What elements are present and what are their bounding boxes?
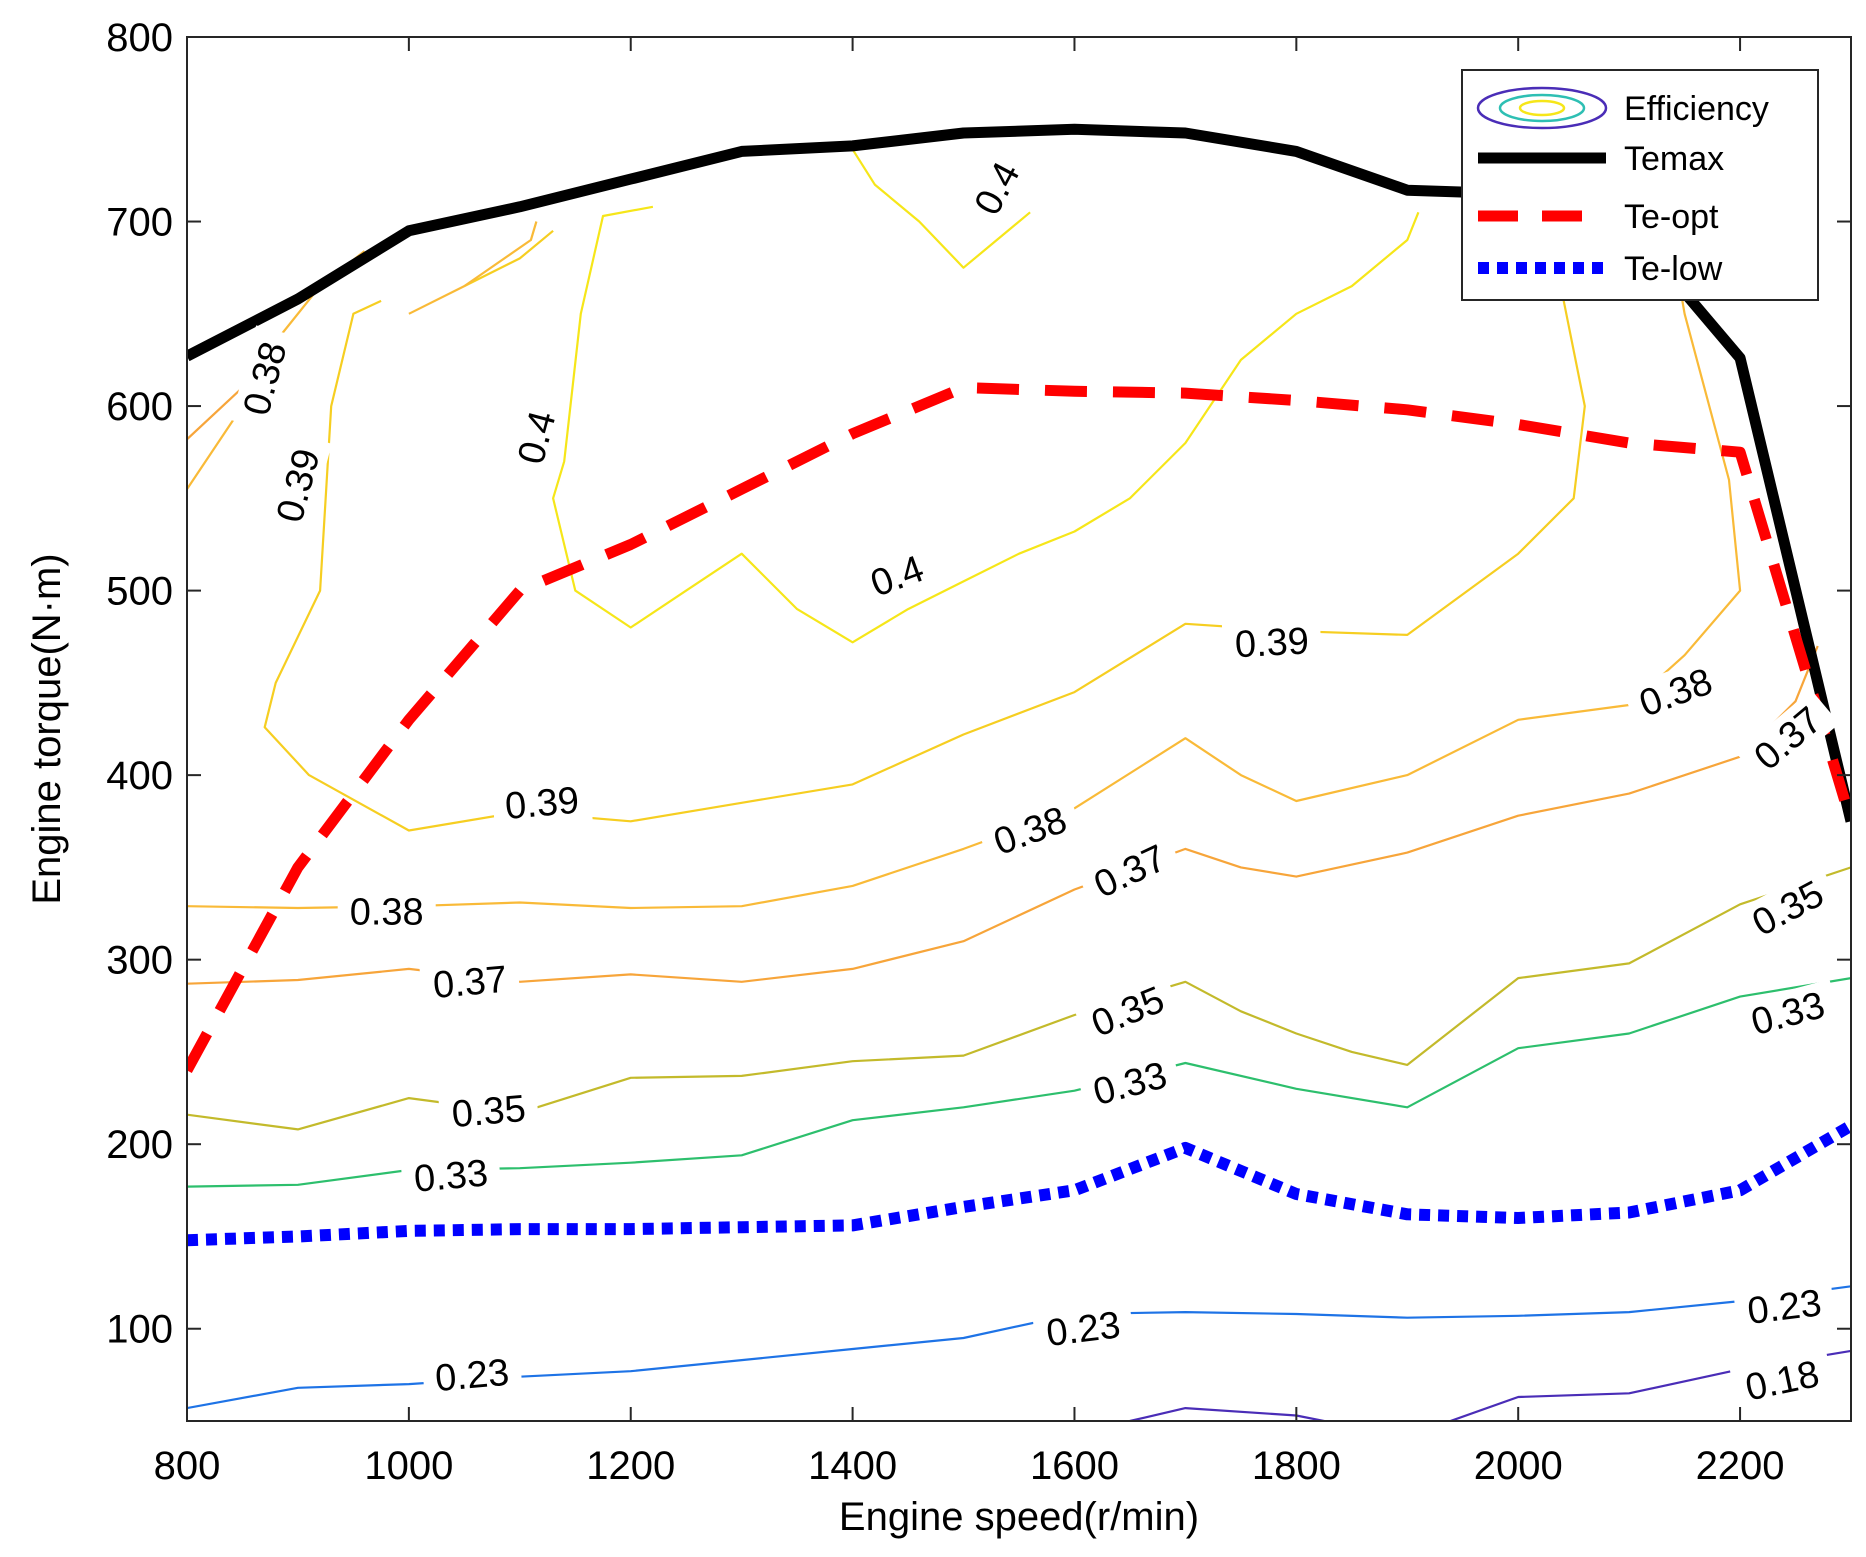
- contour-label-bg: [337, 889, 436, 934]
- contour-label-text: 0.23: [434, 1352, 511, 1400]
- contour-line-0.4: [849, 145, 1031, 269]
- axis-ticks: 800 1000 1200 1400 1600 1800 2000 2200 100 200 300…: [106, 16, 1851, 1488]
- contour-label-bg: [959, 143, 1035, 233]
- legend-teopt-label: Te-opt: [1624, 198, 1719, 236]
- contour-label-0.4: 0.4: [505, 394, 568, 481]
- contour-label-text: 0.38: [350, 892, 424, 934]
- y-tick-label: 300: [106, 939, 173, 983]
- contour-label-bg: [853, 541, 941, 610]
- x-tick-label: 1000: [364, 1444, 453, 1488]
- contour-label-bg: [1074, 972, 1182, 1051]
- contour-label-0.23: 0.23: [1733, 1278, 1836, 1335]
- x-tick-label: 1600: [1030, 1444, 1119, 1488]
- contour-label-bg: [1031, 1300, 1135, 1357]
- contour-label-0.23: 0.23: [421, 1348, 523, 1402]
- contour-label-0.37: 0.37: [419, 955, 521, 1008]
- contour-line-0.4: [551, 205, 1420, 644]
- y-tick-label: 100: [106, 1308, 173, 1352]
- contour-label-bg: [1729, 1348, 1835, 1413]
- y-tick-label: 500: [106, 570, 173, 614]
- te-low-line: [187, 1120, 1851, 1247]
- x-tick-label: 800: [154, 1444, 221, 1488]
- contour-label-bg: [230, 325, 299, 432]
- contour-label-text: 0.39: [1234, 620, 1310, 666]
- contour-label-bg: [1221, 617, 1322, 667]
- contour-label-0.39: 0.39: [1221, 617, 1322, 667]
- contour-label-bg: [1076, 1049, 1183, 1118]
- contour-label-bg: [505, 394, 568, 481]
- legend-ellipse-middle: [1498, 93, 1586, 123]
- y-tick-label: 200: [106, 1123, 173, 1167]
- contour-label-text: 0.33: [412, 1152, 489, 1200]
- legend-efficiency-label: Efficiency: [1624, 90, 1769, 128]
- contour-label-bg: [976, 793, 1084, 868]
- contour-label-0.33: 0.33: [400, 1149, 502, 1202]
- x-tick-label: 2200: [1696, 1444, 1785, 1488]
- contour-label-bg: [1734, 979, 1841, 1048]
- legend: Efficiency Temax Te-opt Te-low: [1461, 69, 1819, 301]
- contour-label-bg: [1733, 1278, 1836, 1335]
- y-tick-label: 700: [106, 201, 173, 245]
- contour-label-bg: [1076, 830, 1184, 912]
- contour-label-0.39: 0.39: [491, 776, 593, 829]
- contour-label-text: 0.35: [450, 1088, 527, 1136]
- contour-label-bg: [419, 955, 521, 1008]
- plot-frame: [186, 36, 1852, 1422]
- contour-label-bg: [263, 432, 332, 539]
- legend-box: [1461, 69, 1819, 301]
- contour-label-text: 0.23: [1044, 1304, 1123, 1355]
- legend-efficiency-icon: [1476, 86, 1608, 130]
- contour-line-0.38: [408, 221, 538, 315]
- contour-label-text: 0.23: [1745, 1282, 1824, 1333]
- contour-label-bg: [1622, 654, 1730, 730]
- te-opt-line: [187, 382, 1851, 1074]
- y-tick-label: 400: [106, 754, 173, 798]
- contour-label-0.38: 0.38: [337, 889, 436, 934]
- contour-label-text: 0.39: [503, 780, 580, 828]
- contour-line-0.39: [463, 229, 554, 288]
- y-axis-title: Engine torque(N·m): [25, 553, 69, 904]
- contour-label-text: 0.37: [431, 959, 508, 1007]
- contour-label-0.35: 0.35: [437, 1084, 540, 1138]
- legend-temax-label: Temax: [1624, 140, 1724, 178]
- contour-label-bg: [1736, 689, 1840, 787]
- x-tick-label: 1400: [808, 1444, 897, 1488]
- contour-label-bg: [400, 1149, 502, 1202]
- x-tick-label: 1200: [586, 1444, 675, 1488]
- legend-ellipse-outer: [1476, 86, 1608, 130]
- y-tick-label: 800: [106, 16, 173, 60]
- contour-label-bg: [491, 776, 593, 829]
- contour-line-0.18: [1129, 1406, 1330, 1421]
- contour-line-0.39: [263, 226, 1586, 832]
- contour-label-bg: [437, 1084, 540, 1138]
- x-tick-label: 1800: [1252, 1444, 1341, 1488]
- contour-label-bg: [421, 1348, 523, 1402]
- legend-telow-label: Te-low: [1624, 250, 1723, 288]
- x-axis-title: Engine speed(r/min): [839, 1495, 1199, 1539]
- contour-label-bg: [1734, 865, 1842, 951]
- y-tick-label: 600: [106, 385, 173, 429]
- legend-ellipse-inner: [1518, 99, 1566, 117]
- contour-line-0.38: [187, 249, 1742, 910]
- x-tick-label: 2000: [1474, 1444, 1563, 1488]
- contour-label-0.23: 0.23: [1031, 1300, 1135, 1357]
